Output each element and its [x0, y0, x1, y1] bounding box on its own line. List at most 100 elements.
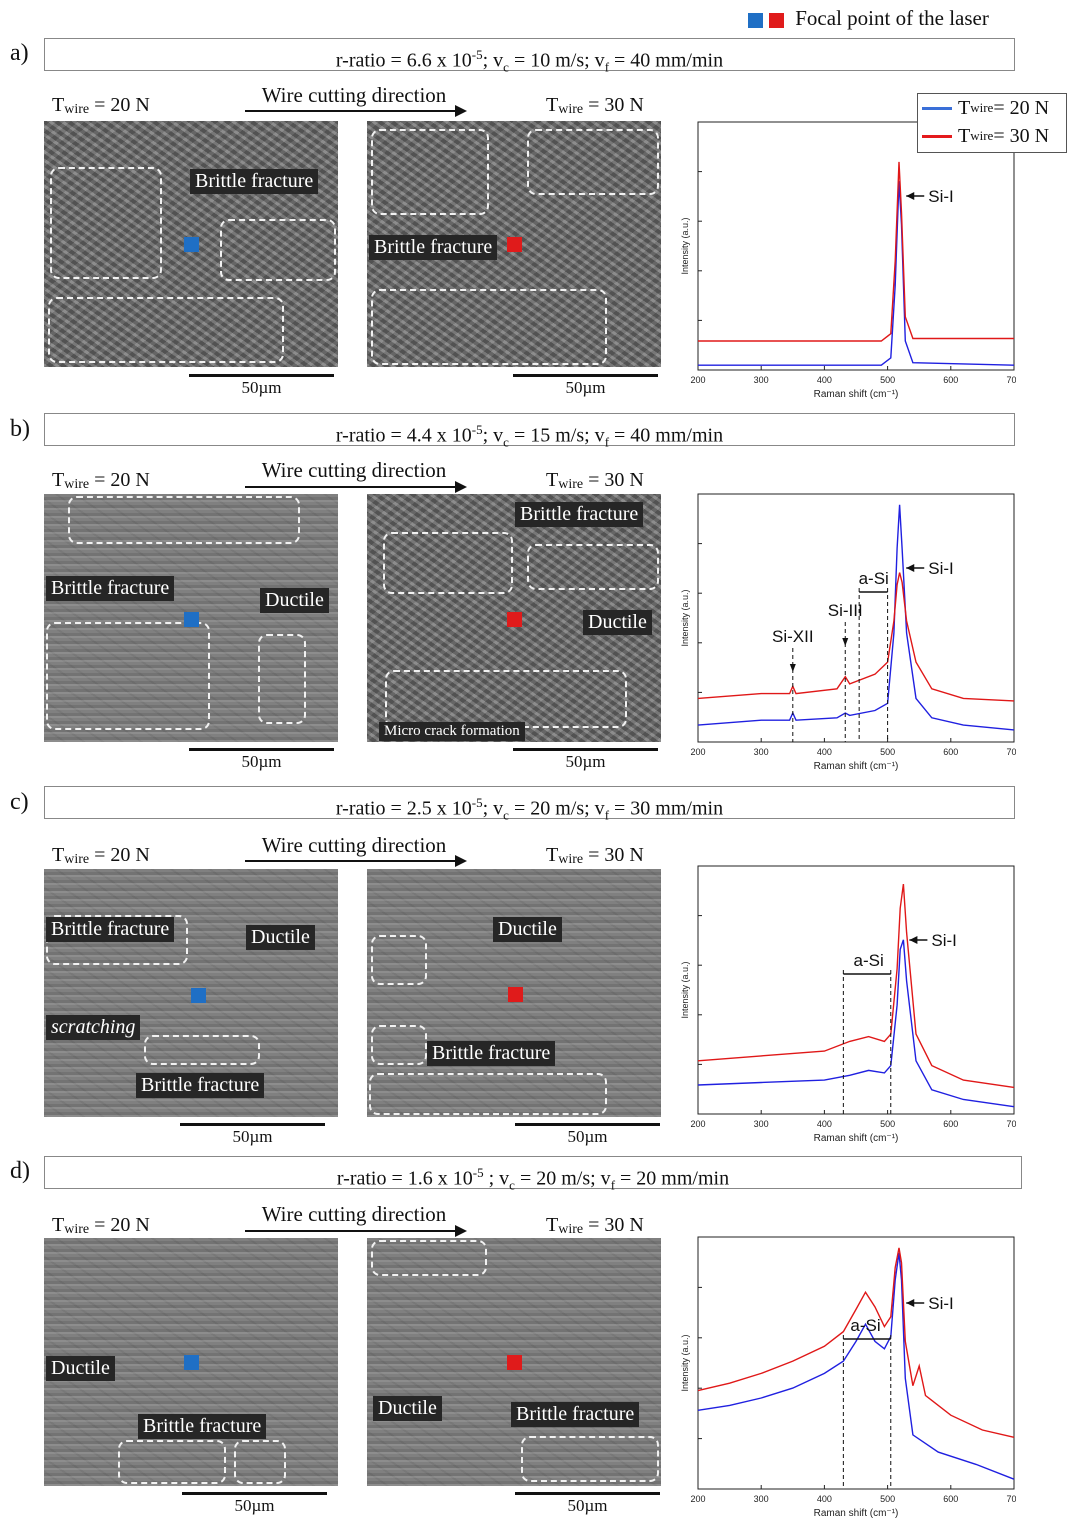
blue-square-marker-icon — [748, 12, 763, 28]
x-tick-label: 600 — [943, 375, 958, 385]
t: T — [958, 124, 971, 147]
wire-cutting-direction-label: Wire cutting direction — [261, 1202, 447, 1226]
red-focal-marker — [508, 987, 523, 1002]
r-ratio-text: r-ratio = 4.4 x 10 — [335, 424, 472, 447]
x-tick-label: 700 — [1006, 375, 1016, 385]
x-tick-label: 200 — [690, 1119, 705, 1129]
raman-chart-b: 200 300 400 500 600 700 Raman shift (cm⁻¹) Inte… — [680, 493, 1016, 772]
annotation-label: a-Si — [850, 1316, 880, 1335]
val: = 20 N — [89, 94, 150, 116]
val: = 20 N — [89, 1214, 150, 1236]
annotation-label: a-Si — [859, 569, 889, 588]
t: T — [52, 469, 65, 491]
twire-30-label: Twire = 30 N — [546, 94, 644, 118]
twire-30-label: Twire = 30 N — [546, 1214, 644, 1238]
series-line-1 — [697, 1247, 1015, 1438]
x-tick-label: 700 — [1006, 1119, 1016, 1129]
series-line-1 — [697, 572, 1015, 702]
sem-image-d-left: Ductile Brittle fracture — [44, 1238, 338, 1486]
annotation-label: Si-I — [928, 1294, 954, 1313]
wire-cutting-direction-label: Wire cutting direction — [261, 458, 447, 482]
plot-frame — [697, 1236, 1015, 1490]
region-outline — [48, 297, 284, 363]
direction-arrow-icon — [245, 855, 467, 867]
t: T — [52, 94, 65, 116]
series-line-0 — [697, 939, 1015, 1108]
vc-sub: c — [503, 807, 509, 823]
t: T — [546, 469, 559, 491]
t: T — [52, 844, 65, 866]
sem-image-a-right: Brittle fracture — [367, 121, 661, 367]
x-tick-label: 500 — [880, 1119, 895, 1129]
tag-ductile: Ductile — [260, 588, 329, 613]
panel-label-a: a) — [10, 40, 29, 66]
raman-chart-c: 200 300 400 500 600 700 Raman shift (cm⁻¹) Inte… — [680, 865, 1016, 1144]
vf-sub: f — [604, 434, 610, 450]
t: T — [546, 1214, 559, 1236]
x-tick-label: 600 — [943, 1119, 958, 1129]
scale-label: 50µm — [234, 1496, 275, 1515]
sub: wire — [970, 128, 994, 143]
annotation-label: Si-III — [828, 601, 863, 620]
blue-focal-marker — [184, 237, 199, 252]
x-tick-label: 200 — [690, 747, 705, 757]
x-tick-label: 400 — [817, 375, 832, 385]
condition-box-a: r-ratio = 6.6 x 10-5; vc = 10 m/s; vf = … — [44, 38, 1015, 75]
series-line-0 — [697, 1252, 1015, 1480]
blue-focal-marker — [191, 988, 206, 1003]
raman-chart-a: 200 300 400 500 600 700 Raman shift (cm⁻¹) Inte… — [680, 121, 1016, 400]
val: = 30 N — [583, 1214, 644, 1236]
series-line-1 — [697, 884, 1015, 1089]
sub: wire — [64, 1222, 90, 1237]
region-outline — [383, 532, 513, 594]
region-outline — [371, 1025, 427, 1065]
x-tick-label: 400 — [817, 747, 832, 757]
sub: wire — [970, 100, 994, 115]
sem-image-a-left: Brittle fracture — [44, 121, 338, 367]
twire-20-label: Twire = 20 N — [52, 844, 150, 868]
region-outline — [118, 1440, 226, 1484]
series-line-0 — [698, 181, 1015, 366]
scale-bar — [189, 748, 334, 751]
tag-brittle-fracture: Brittle fracture — [138, 1414, 267, 1439]
vf-value: = 40 mm/min — [609, 424, 724, 447]
direction-arrow-icon — [245, 105, 467, 117]
focal-point-legend: Focal point of the laser — [748, 6, 989, 31]
twire-30-label: Twire = 30 N — [546, 844, 644, 868]
scale-bar — [513, 748, 658, 751]
annotation-arrowhead — [909, 936, 918, 944]
tag-micro-crack: Micro crack formation — [379, 722, 525, 741]
vc-prefix: ; v — [482, 49, 504, 72]
r-ratio-exponent: -5 — [471, 795, 483, 810]
plot-frame — [697, 865, 1015, 1115]
vf-value: = 40 mm/min — [609, 49, 724, 72]
r-ratio-exponent: -5 — [471, 47, 483, 62]
condition-box-c: r-ratio = 2.5 x 10-5; vc = 20 m/s; vf = … — [44, 786, 1015, 823]
vc-prefix: ; v — [482, 424, 504, 447]
annotation-label: Si-I — [928, 187, 954, 206]
t: T — [546, 844, 559, 866]
sub: wire — [64, 102, 90, 117]
scale-bar — [513, 374, 658, 377]
tag-brittle-fracture: Brittle fracture — [511, 1402, 640, 1427]
scale-label: 50µm — [567, 1127, 608, 1146]
y-axis-label: Intensity (a.u.) — [680, 217, 690, 274]
val: = 30 N — [993, 124, 1050, 147]
region-outline — [258, 634, 306, 724]
twire-20-label: Twire = 20 N — [52, 469, 150, 493]
legend-line-red — [922, 134, 952, 138]
raman-chart-d: 200 300 400 500 600 700 Raman shift (cm⁻¹) Inte… — [680, 1236, 1016, 1519]
tag-ductile: Ductile — [46, 1356, 115, 1381]
annotation-label: Si-XII — [772, 627, 814, 646]
x-tick-label: 400 — [817, 1494, 832, 1504]
scale-bar — [515, 1123, 660, 1126]
x-tick-label: 700 — [1006, 747, 1016, 757]
x-tick-label: 600 — [943, 1494, 958, 1504]
tag-scratching: scratching — [46, 1015, 141, 1040]
vf-sub: f — [604, 807, 610, 823]
val: = 30 N — [583, 94, 644, 116]
vc-prefix: ; v — [482, 797, 504, 820]
x-tick-label: 500 — [880, 375, 895, 385]
region-outline — [68, 496, 300, 544]
x-tick-label: 200 — [690, 375, 705, 385]
